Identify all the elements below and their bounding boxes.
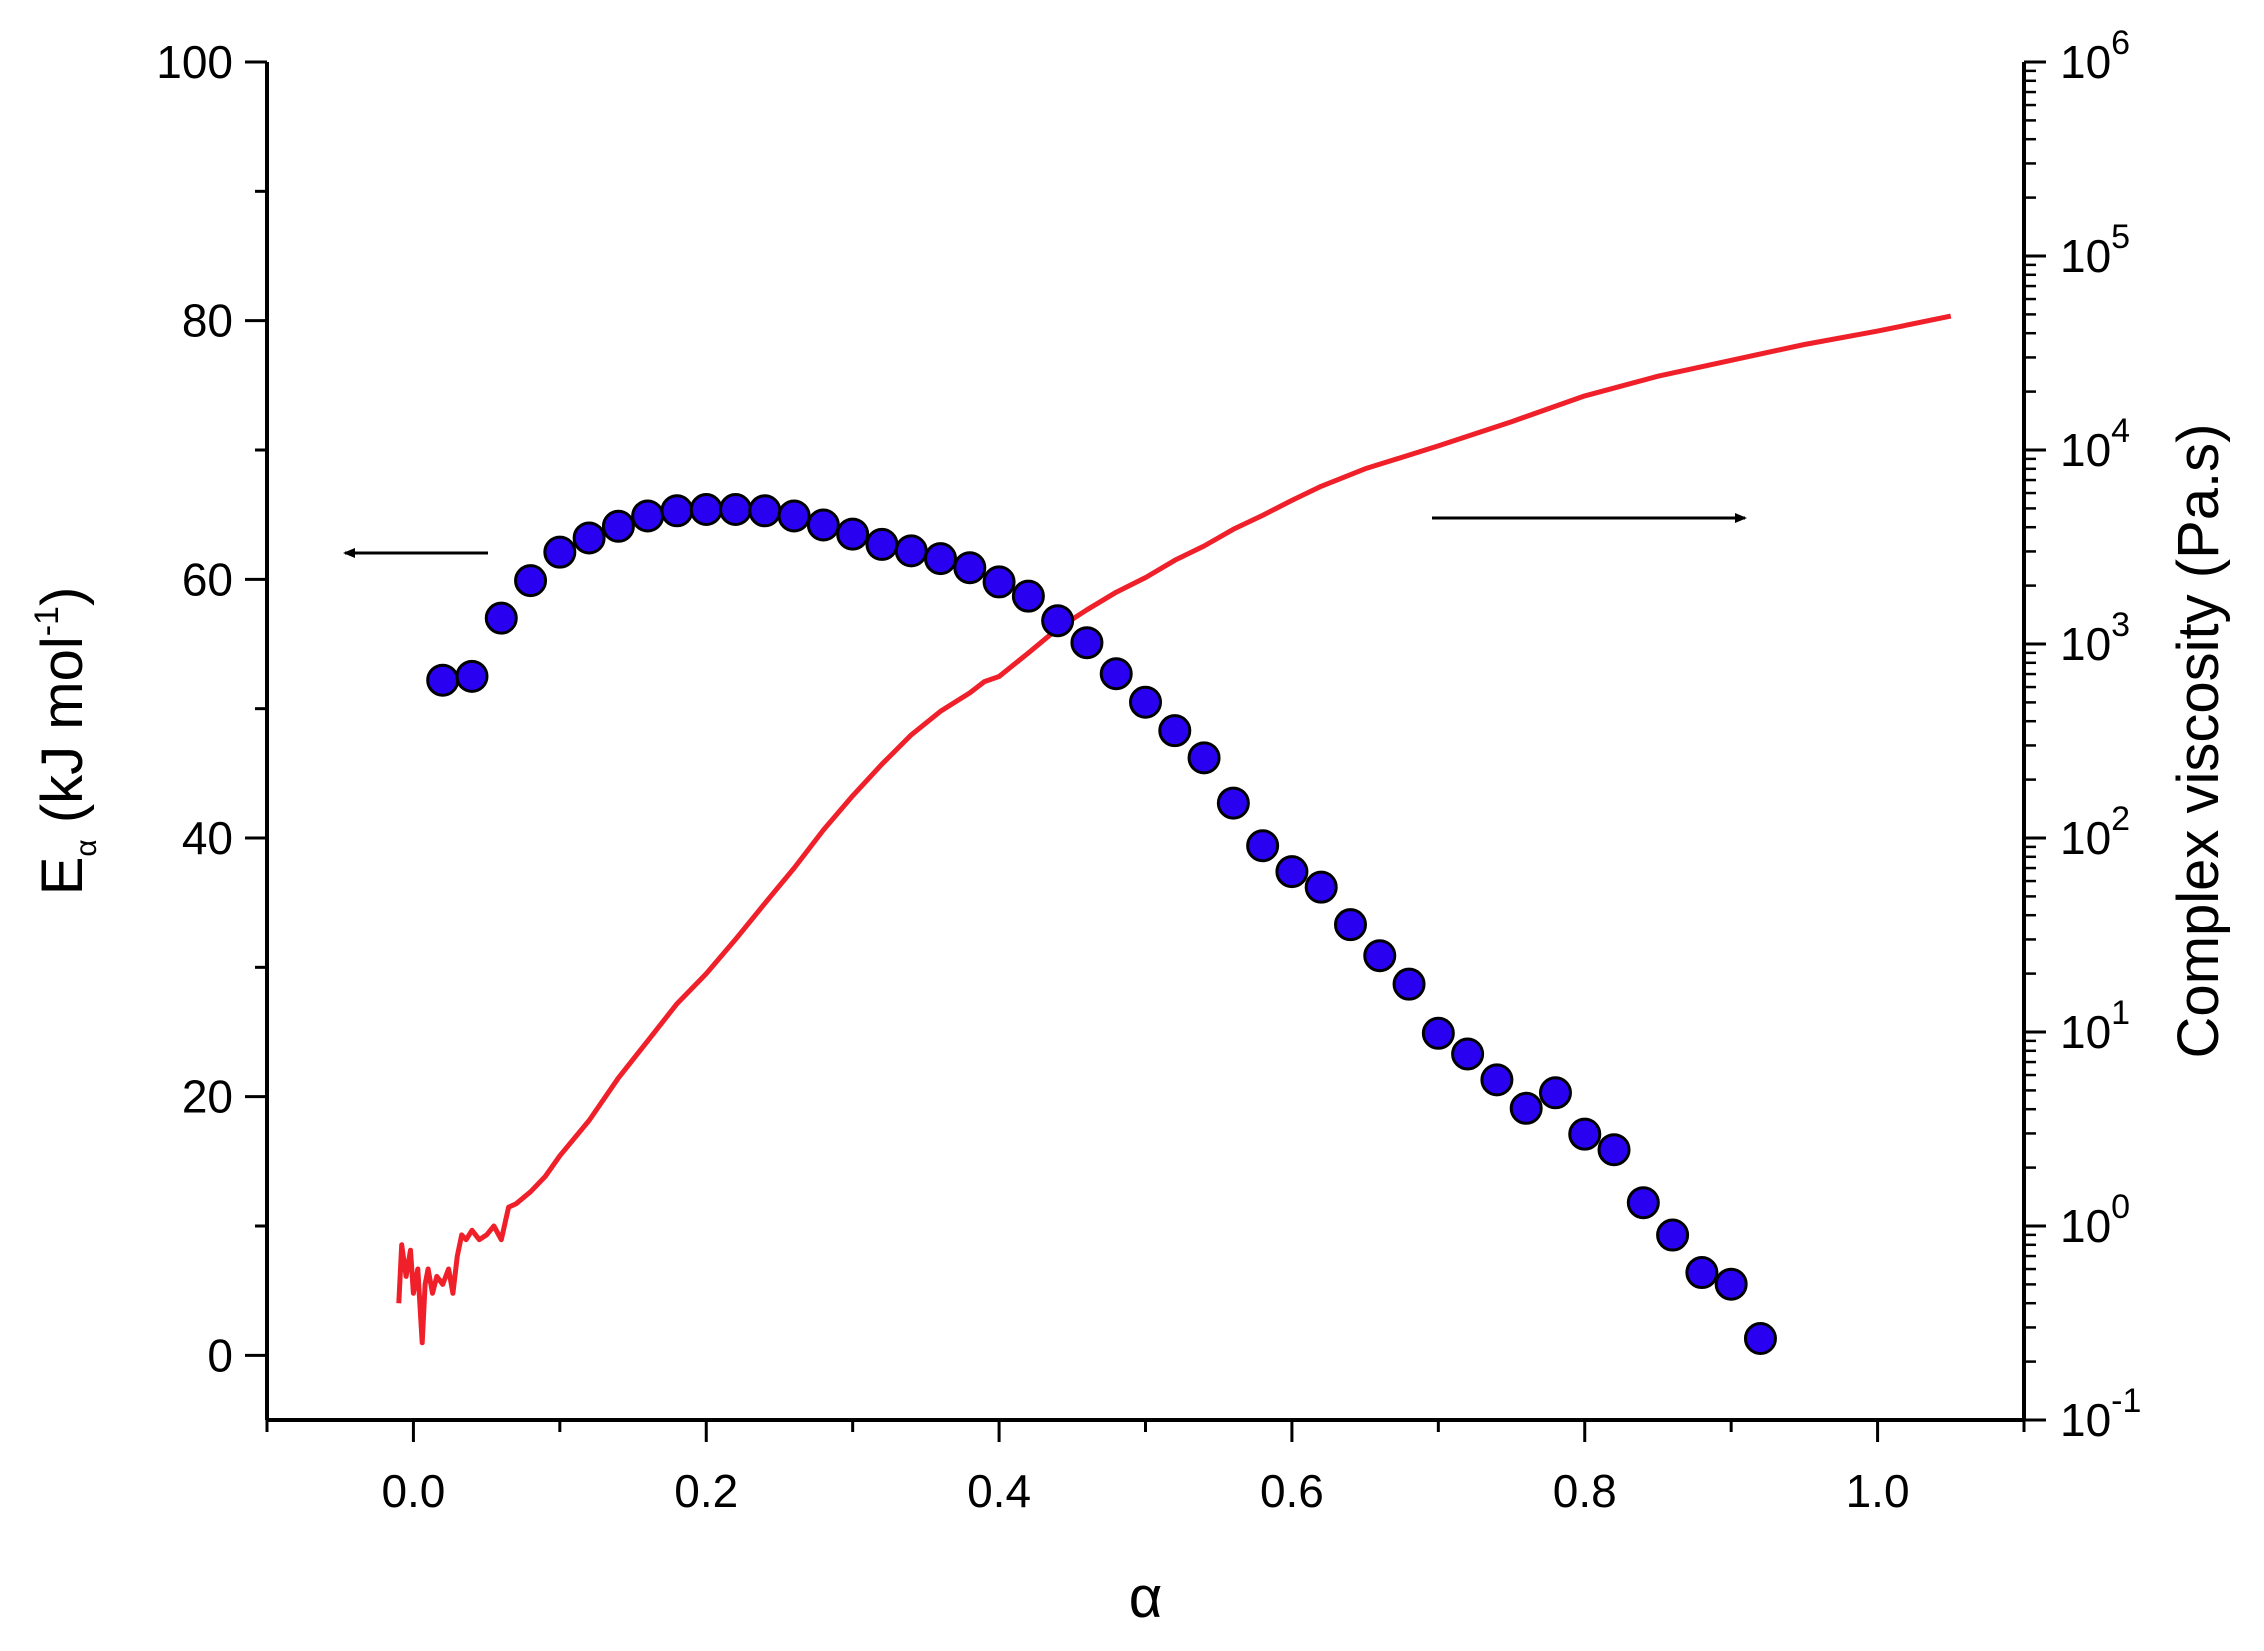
- activation-energy-point: [660, 494, 694, 528]
- viscosity-series: [396, 313, 1952, 1346]
- activation-energy-point: [572, 521, 606, 555]
- activation-energy-point: [748, 494, 782, 528]
- axis-arrows: [343, 513, 1747, 558]
- activation-energy-point: [1304, 870, 1338, 904]
- activation-energy-point: [894, 534, 928, 568]
- y-right-tick-label: 103: [2060, 606, 2130, 670]
- tick-labels: 0.0 0.2 0.4 0.6 0.8 1.0 0 20 40 60 80 100 10-1 100 101…: [156, 24, 2141, 1517]
- y-right-tick-label: 10-1: [2060, 1382, 2141, 1446]
- activation-energy-point: [953, 551, 987, 585]
- activation-energy-point: [1129, 685, 1162, 719]
- activation-energy-point: [1158, 714, 1192, 748]
- left-y-axis-title-subscript: α: [70, 839, 103, 856]
- activation-energy-point: [1685, 1256, 1719, 1290]
- activation-energy-point: [1246, 829, 1280, 863]
- y-left-tick-label: 40: [182, 812, 233, 864]
- activation-energy-point: [1568, 1117, 1602, 1151]
- activation-energy-point: [514, 564, 548, 598]
- activation-energy-point: [719, 492, 753, 526]
- y-right-tick-label: 101: [2060, 994, 2130, 1058]
- x-tick-label: 0.6: [1260, 1465, 1324, 1517]
- activation-energy-point: [806, 508, 840, 542]
- activation-energy-point: [1714, 1267, 1748, 1301]
- viscosity-line: [396, 313, 1952, 1346]
- activation-energy-point: [631, 499, 665, 533]
- activation-energy-point: [1070, 626, 1104, 660]
- y-right-tick-label: 104: [2060, 412, 2130, 476]
- plot-frame: [265, 62, 2026, 1422]
- y-left-tick-label: 60: [182, 553, 233, 605]
- y-right-tick-label: 100: [2060, 1188, 2130, 1252]
- x-tick-label: 0.2: [674, 1465, 738, 1517]
- x-tick-label: 0.4: [967, 1465, 1031, 1517]
- x-axis-title: α: [1129, 1565, 1163, 1630]
- left-y-axis-title-unit-end: ): [30, 587, 95, 606]
- activation-energy-point: [1392, 967, 1426, 1001]
- activation-energy-point: [1275, 855, 1309, 889]
- activation-energy-point: [455, 659, 489, 693]
- activation-energy-point: [1509, 1091, 1543, 1125]
- left-y-axis-title-superscript: -1: [28, 606, 66, 636]
- activation-energy-point: [1656, 1218, 1690, 1252]
- activation-energy-point: [1626, 1186, 1660, 1220]
- left-y-axis-title-main: E: [30, 857, 95, 896]
- activation-energy-point: [1363, 939, 1397, 973]
- activation-energy-point: [1480, 1063, 1514, 1097]
- activation-energy-point: [1538, 1076, 1572, 1110]
- y-right-tick-label: 106: [2060, 24, 2130, 88]
- activation-energy-point: [1421, 1016, 1455, 1050]
- y-right-tick-label: 102: [2060, 800, 2130, 864]
- activation-energy-point: [689, 492, 723, 526]
- activation-energy-point: [1187, 741, 1221, 775]
- y-right-tick-label: 105: [2060, 218, 2130, 282]
- activation-energy-point: [1041, 604, 1075, 638]
- left-y-axis-title-unit: (kJ mol: [30, 636, 95, 839]
- activation-energy-point: [1597, 1133, 1631, 1167]
- activation-energy-point: [1011, 579, 1045, 613]
- activation-energy-point: [484, 601, 518, 635]
- activation-energy-point: [1743, 1322, 1777, 1356]
- activation-energy-point: [1333, 908, 1367, 942]
- activation-energy-point: [426, 663, 460, 697]
- y-left-tick-label: 20: [182, 1071, 233, 1123]
- y-left-tick-label: 80: [182, 295, 233, 347]
- y-left-tick-label: 0: [207, 1329, 233, 1381]
- activation-energy-point: [1451, 1037, 1485, 1071]
- activation-energy-point: [865, 527, 899, 561]
- x-tick-label: 0.8: [1553, 1465, 1617, 1517]
- activation-energy-point: [1099, 657, 1133, 691]
- activation-energy-point: [543, 535, 577, 569]
- activation-energy-point: [924, 542, 958, 576]
- activation-energy-point: [982, 565, 1016, 599]
- activation-energy-series: [426, 492, 1777, 1356]
- x-tick-label: 0.0: [381, 1465, 445, 1517]
- activation-energy-point: [836, 517, 870, 551]
- axis-ticks: [245, 60, 2046, 1442]
- right-y-axis-title: Complex viscosity (Pa.s): [2166, 424, 2231, 1059]
- left-y-axis-title: Eα (kJ mol-1): [28, 587, 103, 896]
- x-tick-label: 1.0: [1846, 1465, 1910, 1517]
- activation-energy-point: [777, 499, 811, 533]
- activation-energy-point: [1216, 786, 1250, 820]
- y-left-tick-label: 100: [156, 36, 233, 88]
- activation-energy-point: [601, 509, 635, 543]
